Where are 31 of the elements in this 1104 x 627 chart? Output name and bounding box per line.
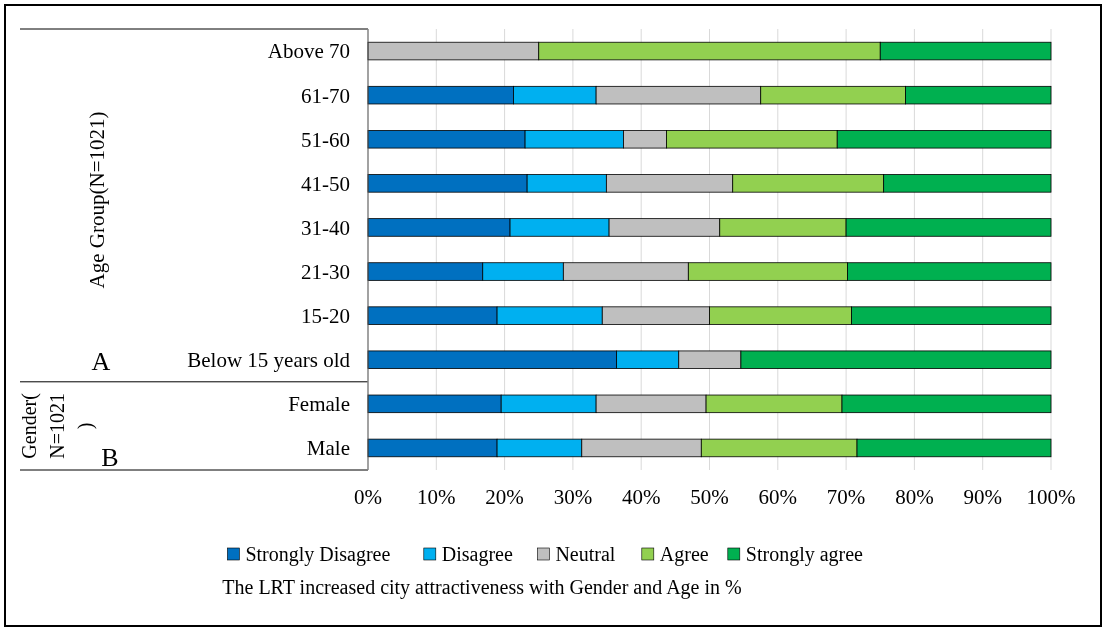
x-tick-label: 40% [621, 485, 661, 509]
x-tick-label: 30% [553, 485, 593, 509]
y-tick-label: 51-60 [301, 127, 350, 152]
y-tick-label: 61-70 [301, 83, 350, 108]
y-tick-label: 21-30 [301, 259, 350, 284]
text: A [91, 346, 111, 376]
y-tick-label: Below 15 years old [187, 348, 351, 373]
text: Age Group(N=1021) [85, 111, 109, 289]
y-tick-label: Male [306, 436, 350, 461]
x-tick-label: 70% [826, 485, 866, 509]
x-tick-label: 50% [690, 485, 729, 509]
legend-label: Strongly Disagree [245, 543, 391, 566]
y-tick-label: Female [288, 392, 350, 417]
y-tick-label: 15-20 [301, 304, 350, 328]
x-tick-label: 20% [485, 485, 524, 509]
text: The LRT increased city attractiveness with Gender and Age in % [222, 576, 742, 599]
x-tick-label: 60% [758, 485, 798, 509]
legend-label: Strongly agree [745, 543, 864, 566]
text: Gender( N=1021 ) [18, 392, 97, 459]
x-tick-label: 10% [417, 485, 456, 509]
legend-label: Disagree [441, 543, 513, 566]
x-tick-label: 100% [1026, 485, 1076, 509]
x-tick-label: 0% [354, 485, 382, 509]
x-tick-label: 90% [963, 485, 1002, 509]
y-tick-label: 41-50 [301, 171, 350, 196]
legend-label: Neutral [555, 543, 616, 565]
y-tick-label: 31-40 [301, 215, 350, 240]
legend-label: Agree [659, 543, 709, 566]
y-tick-label: Above 70 [267, 39, 350, 64]
text: B [101, 443, 119, 472]
x-tick-label: 80% [895, 485, 934, 509]
